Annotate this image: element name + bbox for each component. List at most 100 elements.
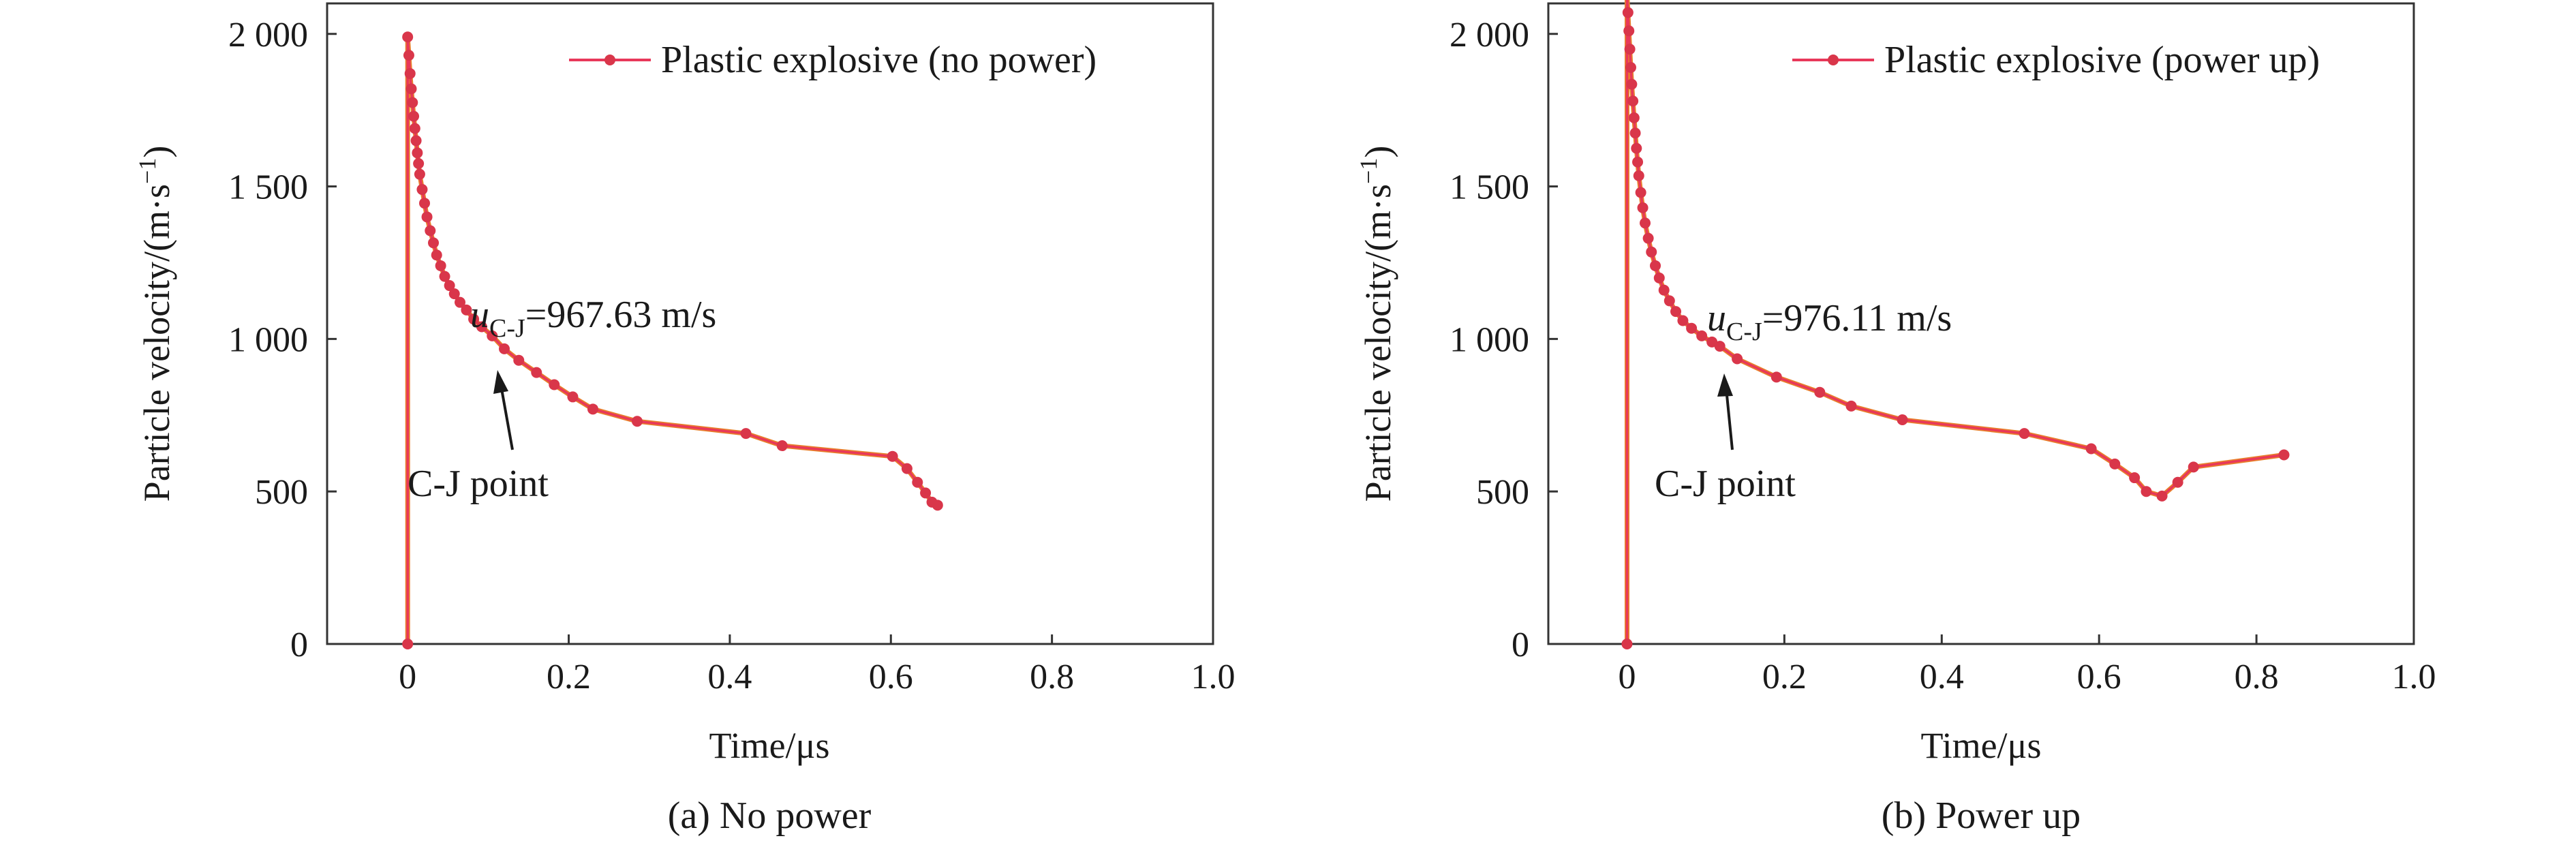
data-point xyxy=(499,343,510,354)
data-point xyxy=(2085,443,2097,455)
arrow-shaft xyxy=(1725,388,1734,450)
data-point xyxy=(1814,386,1826,398)
legend-label: Plastic explosive (power up) xyxy=(1884,39,2320,81)
annotation-variable: u xyxy=(470,294,489,336)
data-point xyxy=(776,440,788,452)
data-point xyxy=(455,296,465,308)
data-point xyxy=(425,225,436,236)
x-tick-labels: 0 0.2 0.4 0.6 0.8 1.0 xyxy=(399,658,1235,696)
y-tick-label: 1 000 xyxy=(228,320,308,359)
legend: Plastic explosive (no power) xyxy=(569,39,1097,81)
y-axis-title-close: ) xyxy=(136,146,177,158)
data-point xyxy=(1640,217,1651,229)
data-point xyxy=(1642,232,1654,244)
data-point xyxy=(412,147,423,159)
data-point xyxy=(403,50,414,61)
cj-value-annotation: uC-J=976.11 m/s xyxy=(1707,297,1952,346)
data-point xyxy=(2109,458,2121,470)
x-tick-label: 0.4 xyxy=(1920,658,1964,696)
x-axis-title: Time/μs xyxy=(1920,725,2041,766)
annotation-subscript: C-J xyxy=(1726,318,1762,346)
tick-marks xyxy=(327,33,1214,645)
y-tick-label: 0 xyxy=(1512,626,1529,664)
series-layer xyxy=(1621,0,2290,649)
data-point xyxy=(407,97,418,108)
data-point xyxy=(1670,306,1682,318)
data-point xyxy=(2141,486,2152,497)
data-point xyxy=(531,367,542,378)
y-axis-title: Particle velocity/(m·s−1) xyxy=(134,146,177,502)
data-point xyxy=(1637,202,1649,213)
data-point xyxy=(1631,142,1642,154)
plot-frame xyxy=(1547,2,2415,645)
data-point xyxy=(1770,371,1782,383)
y-axis-title-close: ) xyxy=(1358,146,1398,158)
data-point xyxy=(632,416,643,427)
x-tick-label: 0.2 xyxy=(1762,658,1807,696)
data-point xyxy=(461,304,472,316)
data-point xyxy=(1629,127,1641,139)
data-point xyxy=(448,288,460,300)
data-point xyxy=(428,237,439,249)
data-point xyxy=(421,211,433,223)
data-point xyxy=(404,67,416,79)
data-point xyxy=(587,403,598,415)
cj-arrow xyxy=(493,370,514,450)
legend: Plastic explosive (power up) xyxy=(1792,39,2320,81)
data-point xyxy=(1897,414,1908,425)
data-point xyxy=(431,249,442,261)
plot-frame xyxy=(326,2,1214,645)
data-point xyxy=(408,110,420,122)
y-tick-label: 0 xyxy=(290,626,308,664)
arrow-head xyxy=(493,370,508,394)
data-point xyxy=(2019,428,2030,440)
data-point xyxy=(901,463,913,474)
data-point xyxy=(1650,260,1661,271)
data-point xyxy=(487,330,498,341)
panel-b: 0 500 1 000 1 500 2 000 0 0.2 0.4 0.6 0.… xyxy=(1355,0,2436,837)
y-tick-label: 500 xyxy=(255,473,308,512)
data-point xyxy=(912,476,923,488)
data-point xyxy=(1646,246,1657,258)
data-point xyxy=(1628,112,1640,123)
data-point xyxy=(402,639,414,649)
y-axis-title-main: Particle velocity/(m·s xyxy=(1358,184,1398,502)
data-point xyxy=(513,354,525,366)
data-point xyxy=(439,271,450,282)
data-point xyxy=(1627,95,1639,107)
cj-point-label: C-J point xyxy=(408,463,549,505)
data-point xyxy=(1696,330,1708,341)
cj-arrow xyxy=(1717,373,1734,450)
data-point xyxy=(468,313,480,325)
legend-marker xyxy=(604,55,615,65)
data-point xyxy=(1623,25,1635,37)
y-tick-label: 500 xyxy=(1476,473,1529,512)
x-tick-label: 0.6 xyxy=(869,658,913,696)
data-point xyxy=(1653,272,1665,283)
x-tick-label: 0.8 xyxy=(1030,658,1074,696)
data-point xyxy=(1624,44,1636,55)
data-point xyxy=(1626,78,1638,90)
data-point xyxy=(1732,353,1743,365)
data-point xyxy=(435,260,446,271)
data-point xyxy=(740,428,752,440)
x-tick-label: 0.6 xyxy=(2077,658,2121,696)
y-axis-title-main: Particle velocity/(m·s xyxy=(136,184,177,502)
series-line xyxy=(406,35,938,644)
data-point xyxy=(2156,490,2168,502)
y-tick-label: 1 000 xyxy=(1450,320,1529,359)
data-point xyxy=(2188,461,2199,473)
data-point xyxy=(1714,341,1726,352)
cj-value-annotation: uC-J=967.63 m/s xyxy=(470,294,716,343)
y-tick-label: 1 500 xyxy=(228,168,308,207)
x-tick-label: 0 xyxy=(1618,658,1636,696)
y-axis-title-exponent: −1 xyxy=(134,158,161,184)
data-point xyxy=(1621,639,1633,649)
data-point xyxy=(1663,295,1675,307)
annotation-value: =967.63 m/s xyxy=(525,294,717,336)
data-point xyxy=(409,123,420,134)
arrow-shaft xyxy=(500,384,514,450)
x-tick-label: 1.0 xyxy=(2392,658,2436,696)
y-axis-title-exponent: −1 xyxy=(1355,158,1382,184)
panel-caption: (b) Power up xyxy=(1882,795,2081,837)
